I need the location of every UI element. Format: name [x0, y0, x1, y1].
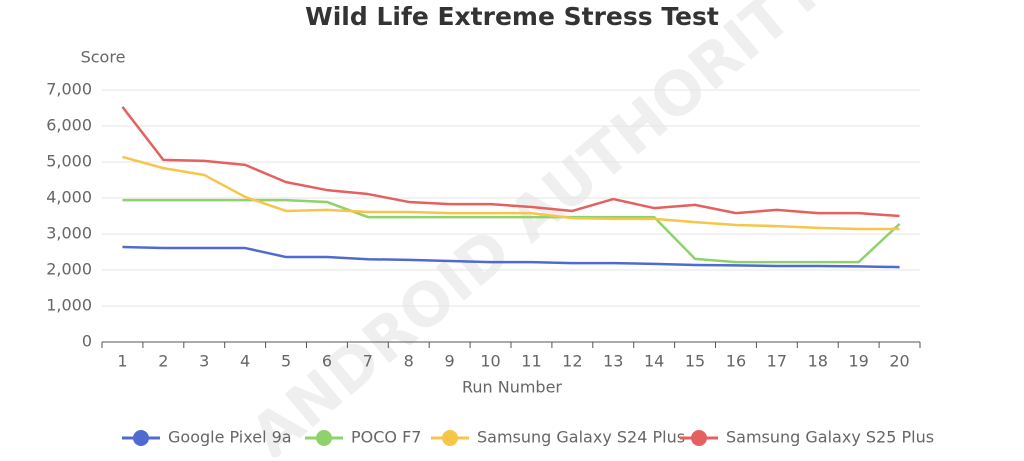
x-tick-label: 8: [404, 352, 414, 371]
legend-label: POCO F7: [351, 428, 421, 447]
y-tick-label: 6,000: [46, 116, 92, 135]
y-tick-label: 2,000: [46, 260, 92, 279]
x-tick-label: 20: [889, 352, 909, 371]
x-tick-label: 13: [603, 352, 623, 371]
legend-swatch: [691, 430, 707, 446]
x-tick-label: 1: [117, 352, 127, 371]
x-axis-label: Run Number: [462, 378, 562, 397]
x-tick-label: 3: [199, 352, 209, 371]
x-tick-label: 19: [848, 352, 868, 371]
x-tick-label: 2: [158, 352, 168, 371]
y-axis-label: Score: [81, 48, 126, 67]
series-line: [122, 245, 900, 269]
legend-label: Samsung Galaxy S24 Plus: [477, 428, 685, 447]
y-tick-label: 5,000: [46, 152, 92, 171]
legend-swatch: [133, 430, 149, 446]
legend-swatch: [316, 430, 332, 446]
legend-label: Samsung Galaxy S25 Plus: [726, 428, 934, 447]
y-tick-label: 3,000: [46, 224, 92, 243]
x-tick-label: 11: [521, 352, 541, 371]
legend-label: Google Pixel 9a: [168, 428, 292, 447]
series-line: [122, 155, 900, 231]
y-tick-label: 0: [82, 332, 92, 351]
x-tick-label: 17: [767, 352, 787, 371]
x-tick-label: 14: [644, 352, 664, 371]
x-tick-label: 10: [480, 352, 500, 371]
x-tick-label: 18: [808, 352, 828, 371]
x-tick-label: 4: [240, 352, 250, 371]
chart-title: Wild Life Extreme Stress Test: [305, 2, 719, 31]
x-tick-label: 12: [562, 352, 582, 371]
series-line: [121, 106, 900, 218]
x-tick-label: 7: [363, 352, 373, 371]
x-tick-label: 5: [281, 352, 291, 371]
x-tick-label: 15: [685, 352, 705, 371]
x-tick-label: 6: [322, 352, 332, 371]
y-tick-label: 7,000: [46, 80, 92, 99]
x-tick-label: 9: [445, 352, 455, 371]
y-tick-label: 4,000: [46, 188, 92, 207]
y-tick-label: 1,000: [46, 296, 92, 315]
x-tick-label: 16: [726, 352, 746, 371]
legend-swatch: [442, 430, 458, 446]
